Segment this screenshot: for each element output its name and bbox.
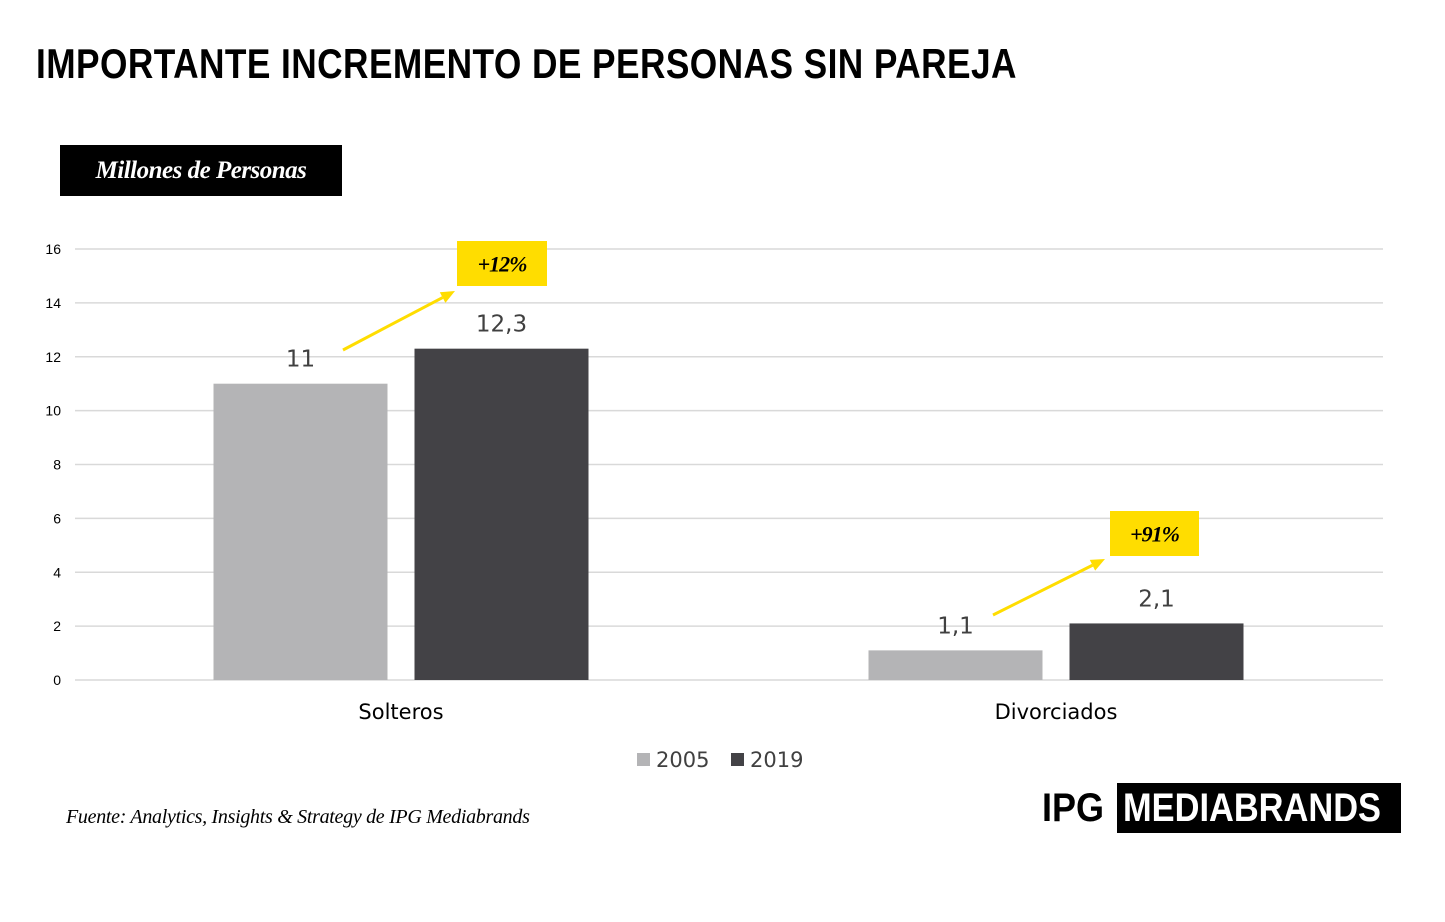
y-tick-label: 6 xyxy=(53,510,61,526)
brand-name-box: MEDIABRANDS xyxy=(1116,783,1401,833)
callout-box xyxy=(1110,511,1199,556)
y-tick-label: 10 xyxy=(45,403,61,419)
y-tick-label: 12 xyxy=(45,349,61,365)
brand-logo: IPG MEDIABRANDS xyxy=(1042,783,1401,833)
bar xyxy=(1069,623,1244,680)
y-tick-label: 14 xyxy=(45,295,61,311)
callout-arrow xyxy=(342,296,444,352)
chart-title: IMPORTANTE INCREMENTO DE PERSONAS SIN PA… xyxy=(36,40,1017,87)
brand-name: MEDIABRANDS xyxy=(1122,786,1381,830)
bar xyxy=(414,348,589,680)
legend-label: 2019 xyxy=(750,748,803,772)
legend-swatch xyxy=(637,753,650,766)
callout-box xyxy=(457,241,547,286)
x-tick-label: Solteros xyxy=(358,700,443,724)
data-label: 1,1 xyxy=(937,613,974,639)
brand-prefix: IPG xyxy=(1042,786,1105,830)
bar xyxy=(213,383,388,680)
legend-swatch xyxy=(731,753,744,766)
y-tick-label: 16 xyxy=(45,241,61,257)
data-label: 11 xyxy=(286,347,315,373)
callout-arrowhead xyxy=(439,291,455,303)
data-label: 12,3 xyxy=(476,312,527,338)
callout-label: +91% xyxy=(1130,522,1180,547)
callout-arrowhead xyxy=(1089,559,1105,571)
callout-label: +12% xyxy=(478,252,528,277)
y-tick-label: 8 xyxy=(53,457,61,473)
source-note: Fuente: Analytics, Insights & Strategy d… xyxy=(66,806,530,828)
unit-label: Millones de Personas xyxy=(95,156,307,184)
unit-label-box: Millones de Personas xyxy=(60,145,342,196)
legend-label: 2005 xyxy=(656,748,709,772)
y-tick-label: 2 xyxy=(53,618,61,634)
y-tick-label: 4 xyxy=(53,564,61,580)
x-tick-label: Divorciados xyxy=(995,700,1118,724)
data-label: 2,1 xyxy=(1138,586,1175,612)
bar xyxy=(868,650,1043,680)
callout-arrow xyxy=(992,563,1094,617)
y-tick-label: 0 xyxy=(53,672,61,688)
